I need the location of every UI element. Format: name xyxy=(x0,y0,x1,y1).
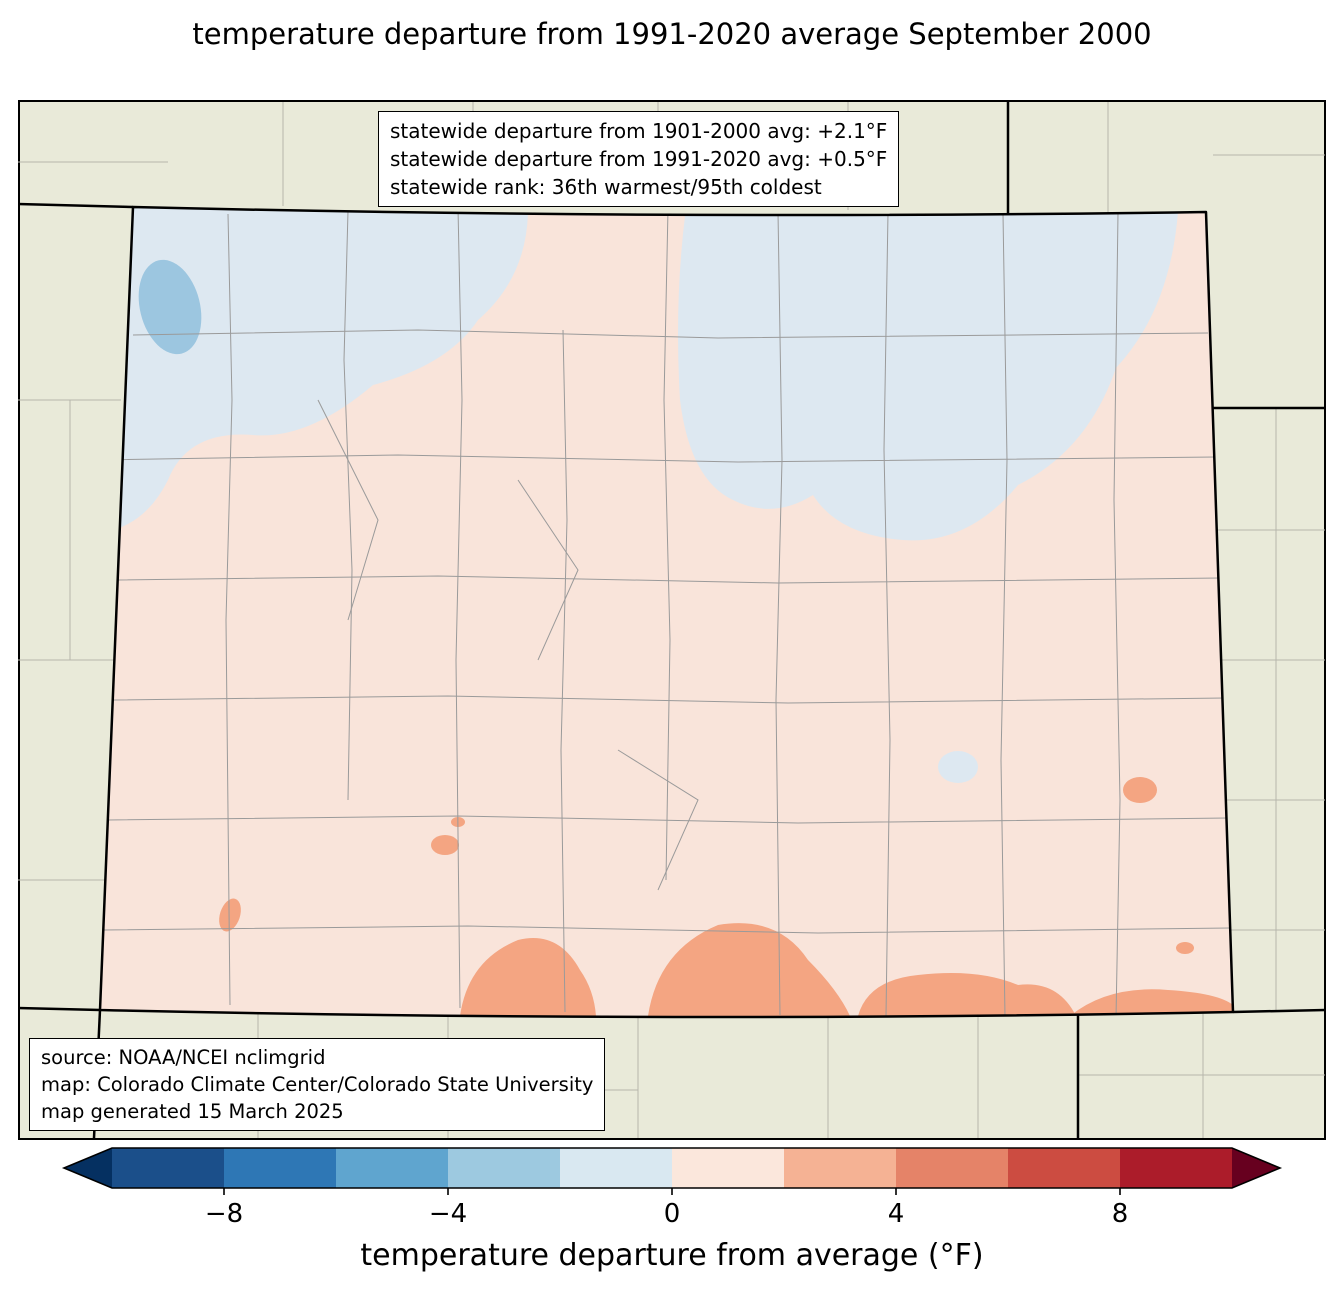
source-line-2: map: Colorado Climate Center/Colorado St… xyxy=(41,1073,594,1096)
warm-region-south-central xyxy=(648,923,850,1016)
colorbar-segment xyxy=(672,1148,784,1188)
warm-region-southeast xyxy=(1070,989,1233,1016)
cool-strong-patch-nw xyxy=(138,259,202,355)
colorbar-segment xyxy=(560,1148,672,1188)
colorbar-segment xyxy=(1120,1148,1232,1188)
cool-region-northeast xyxy=(678,208,1178,541)
tick-label-0: 0 xyxy=(664,1199,681,1229)
cool-region-northwest xyxy=(113,207,529,530)
tick-label-neg8: −8 xyxy=(205,1199,243,1229)
colorbar-segment xyxy=(896,1148,1008,1188)
state-border xyxy=(98,205,1235,1019)
colorbar-segment xyxy=(336,1148,448,1188)
colorbar-segment xyxy=(448,1148,560,1188)
stats-line-1: statewide departure from 1901-2000 avg: … xyxy=(390,119,888,143)
title-line-1: temperature departure from 1991-2020 ave… xyxy=(192,17,900,51)
colorbar-segment xyxy=(784,1148,896,1188)
anomaly-regions xyxy=(100,207,1233,1018)
colorado-map xyxy=(18,100,1326,1140)
source-line-1: source: NOAA/NCEI nclimgrid xyxy=(41,1046,326,1069)
tick-label-neg4: −4 xyxy=(429,1199,467,1229)
colorbar-outline xyxy=(61,1147,1283,1189)
cool-spot-east xyxy=(938,751,978,783)
colorbar-segments xyxy=(112,1148,1232,1188)
warm-spot-1 xyxy=(431,835,459,855)
county-boundaries xyxy=(100,207,1231,1018)
tick-label-8: 8 xyxy=(1112,1199,1129,1229)
colorbar-segment xyxy=(224,1148,336,1188)
warm-spot-3 xyxy=(219,898,241,932)
colorbar-tick-labels: −8 −4 0 4 8 xyxy=(205,1199,1128,1229)
warm-spot-4 xyxy=(1176,942,1194,954)
colorbar-segment xyxy=(112,1148,224,1188)
figure-title: temperature departure from 1991-2020 ave… xyxy=(0,14,1344,54)
colorbar: −8 −4 0 4 8 temperature departure from a… xyxy=(0,1146,1344,1273)
colorbar-over-arrow xyxy=(1232,1148,1280,1188)
stats-line-3: statewide rank: 36th warmest/95th coldes… xyxy=(390,175,822,199)
stats-box: statewide departure from 1901-2000 avg: … xyxy=(378,111,900,207)
colorbar-svg: −8 −4 0 4 8 xyxy=(61,1147,1283,1229)
source-line-3: map generated 15 March 2025 xyxy=(41,1100,344,1123)
neighbor-county-lines xyxy=(18,102,1325,1138)
colorbar-axis-label: temperature departure from average (°F) xyxy=(360,1238,984,1273)
colorbar-under-arrow xyxy=(64,1148,112,1188)
source-box: source: NOAA/NCEI nclimgrid map: Colorad… xyxy=(29,1038,606,1131)
stats-line-2: statewide departure from 1991-2020 avg: … xyxy=(390,147,888,171)
warm-spot-se-oval xyxy=(1123,777,1157,803)
warm-region-south-strip xyxy=(858,972,1076,1016)
map-area: statewide departure from 1901-2000 avg: … xyxy=(18,100,1326,1140)
title-line-2: September 2000 xyxy=(908,17,1152,51)
tick-label-4: 4 xyxy=(888,1199,905,1229)
colorbar-segment xyxy=(1008,1148,1120,1188)
warm-region-southwest xyxy=(460,938,596,1016)
colorbar-tick-marks xyxy=(223,1188,1121,1195)
